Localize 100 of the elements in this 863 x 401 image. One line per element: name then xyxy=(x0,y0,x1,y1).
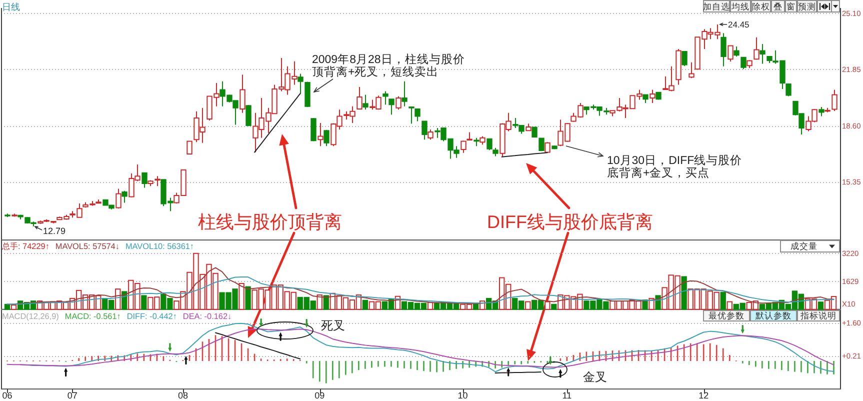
candlestick xyxy=(720,32,726,67)
chart-title: MACD(12,26,9) xyxy=(2,312,60,321)
candlestick xyxy=(356,86,362,110)
button: 预测 xyxy=(797,0,817,12)
button: 默认参数 xyxy=(750,310,797,322)
candlestick xyxy=(832,89,838,112)
bar xyxy=(141,295,147,310)
text: DIFF: -0.442↑ xyxy=(126,312,177,321)
candlestick xyxy=(760,44,766,64)
candlestick xyxy=(96,198,102,204)
x-tick-label: 12 xyxy=(698,390,709,400)
candlestick xyxy=(688,62,694,79)
x-tick-label: 09 xyxy=(314,390,325,400)
candlestick xyxy=(408,106,414,124)
candlestick xyxy=(824,107,830,113)
candlestick xyxy=(818,106,824,117)
bar xyxy=(551,304,557,310)
text: MAVOL10: 56361↑ xyxy=(125,242,194,251)
candlestick xyxy=(362,94,368,110)
candlestick xyxy=(650,89,656,104)
x-tick-label: 11 xyxy=(562,390,572,400)
candlestick xyxy=(246,104,252,127)
candlestick xyxy=(396,96,402,110)
annotation: 默认参数 xyxy=(754,310,792,320)
candlestick xyxy=(122,190,128,204)
button: 加自选 xyxy=(703,0,730,12)
bar xyxy=(10,304,17,310)
bar xyxy=(544,301,550,310)
bar xyxy=(316,294,322,310)
text: MAVOL5: 57574↓ xyxy=(55,242,120,251)
candlestick xyxy=(414,108,420,122)
candlestick xyxy=(388,98,394,116)
candlestick xyxy=(532,126,538,138)
annotation: 2009年8月28日，柱线与股价顶背离+死叉，短线卖出 xyxy=(312,53,465,78)
candlestick xyxy=(552,144,558,150)
candlestick xyxy=(304,81,310,108)
candlestick xyxy=(12,213,18,218)
bar xyxy=(238,282,244,310)
candlestick xyxy=(460,140,466,154)
candlestick xyxy=(682,50,688,66)
annotation: 叠 xyxy=(774,2,782,12)
candlestick xyxy=(422,120,428,140)
candlestick xyxy=(4,213,10,218)
candlestick xyxy=(734,46,740,57)
annotation: 金叉 xyxy=(583,370,607,384)
candlestick xyxy=(656,91,662,100)
annotation: DIFF线与股价底背离 xyxy=(487,212,653,232)
button: 最优参数 xyxy=(703,310,750,322)
annotation: 10月30日，DIFF线与股价底背离+金叉，买点 xyxy=(607,154,742,180)
button: 叠 xyxy=(771,0,785,12)
candlestick xyxy=(154,176,160,187)
annotation: 死叉 xyxy=(321,318,345,332)
bar xyxy=(818,302,824,310)
bar xyxy=(245,286,251,310)
candlestick xyxy=(186,140,192,155)
bar xyxy=(720,292,726,310)
candlestick xyxy=(746,60,752,69)
x-tick-label: 08 xyxy=(178,390,188,400)
button: 窗 xyxy=(785,0,797,12)
candlestick xyxy=(544,142,550,154)
candlestick xyxy=(428,129,434,140)
x-tick-label: 07 xyxy=(67,390,78,400)
x-tick-label: 10 xyxy=(458,390,468,400)
candlestick xyxy=(526,123,532,132)
annotation: 柱线与股价顶背离 xyxy=(198,212,342,232)
candlestick xyxy=(728,44,734,62)
candlestick xyxy=(240,74,246,114)
annotation: 24.45 xyxy=(728,19,750,30)
button: 均线 xyxy=(730,0,751,12)
candlestick xyxy=(402,80,408,107)
candlestick xyxy=(492,147,498,157)
candlestick xyxy=(474,137,480,147)
bar xyxy=(4,304,10,310)
candlestick xyxy=(310,117,316,142)
candlestick xyxy=(740,56,746,70)
line-series xyxy=(6,267,834,305)
candlestick xyxy=(466,132,472,141)
dropdown: 成交量 xyxy=(780,240,840,252)
button: 除权 xyxy=(751,0,771,12)
annotation: 12.79 xyxy=(43,226,66,236)
candlestick xyxy=(298,73,304,94)
line-series xyxy=(6,276,834,305)
candlestick xyxy=(116,188,122,209)
annotation: 成交量 xyxy=(790,241,818,251)
bar xyxy=(525,301,531,310)
candlestick xyxy=(642,94,648,104)
candlestick xyxy=(148,180,154,187)
candlestick xyxy=(486,138,492,151)
bar xyxy=(362,300,368,310)
candlestick xyxy=(480,136,486,146)
candlestick xyxy=(676,48,682,86)
candlestick xyxy=(318,122,324,147)
bar xyxy=(681,276,687,310)
button: 指标说明 xyxy=(797,310,840,322)
chart-title: 日线 xyxy=(2,2,20,12)
annotation: 最优参数 xyxy=(708,310,744,320)
series-label: DEA: -0.162↓ xyxy=(182,312,232,321)
candlestick xyxy=(538,137,544,152)
candlestick xyxy=(382,90,388,106)
candlestick xyxy=(324,129,330,147)
